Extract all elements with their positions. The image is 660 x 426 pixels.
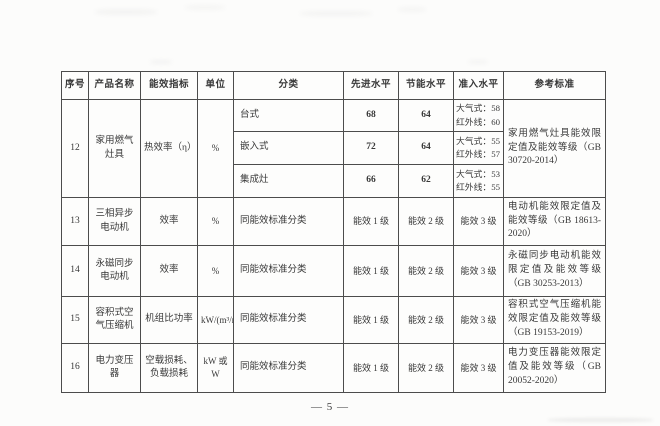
cell-category: 集成灶 [233, 164, 344, 198]
scan-artifact [300, 11, 372, 16]
cell-entry: 大气式：58 红外线：60 [453, 99, 504, 132]
cell-category: 同能效标准分类 [233, 245, 344, 297]
cell-advanced: 66 [343, 164, 399, 198]
cell-category: 同能效标准分类 [233, 197, 344, 246]
cell-entry: 能效 3 级 [453, 296, 504, 344]
cell-seq: 15 [61, 296, 89, 344]
cell-product: 电力变压器 [88, 343, 141, 393]
cell-category: 同能效标准分类 [233, 343, 344, 393]
cell-indicator: 机组比功率 [140, 296, 198, 344]
cell-seq: 14 [61, 245, 89, 297]
cell-entry: 能效 3 级 [453, 343, 504, 393]
cell-category: 嵌入式 [233, 131, 344, 165]
table-header-row: 序号 产品名称 能效指标 单位 分类 先进水平 节能水平 准入水平 参考标准 [61, 71, 606, 100]
cell-unit: kW 或 W [197, 343, 234, 393]
cell-entry: 能效 3 级 [453, 197, 504, 246]
cell-product: 容积式空气压缩机 [88, 296, 141, 344]
scan-artifact [150, 60, 172, 64]
scan-artifact [468, 60, 488, 64]
cell-indicator: 效率 [140, 197, 198, 246]
cell-advanced: 68 [343, 99, 399, 132]
cell-saving: 能效 2 级 [398, 296, 454, 344]
scan-artifact [398, 7, 426, 12]
scan-artifact [185, 5, 225, 10]
scan-artifact [548, 418, 653, 422]
col-header-saving: 节能水平 [398, 71, 454, 100]
table-row: 12 家用燃气灶具 热效率（η） % 台式 68 64 大气式：58 红外线：6… [61, 99, 606, 198]
cell-advanced: 能效 1 级 [343, 245, 399, 297]
cell-seq: 16 [61, 343, 89, 393]
page-number: — 5 — [311, 401, 349, 413]
table-row: 14 永磁同步电动机 效率 % 同能效标准分类 能效 1 级 能效 2 级 能效… [61, 245, 606, 297]
cell-saving: 能效 2 级 [398, 197, 454, 246]
table-row: 13 三相异步电动机 效率 % 同能效标准分类 能效 1 级 能效 2 级 能效… [61, 197, 606, 246]
cell-seq: 12 [61, 99, 89, 198]
cell-saving: 62 [398, 164, 454, 198]
cell-unit: % [197, 245, 234, 297]
cell-product: 家用燃气灶具 [88, 99, 141, 198]
col-header-entry: 准入水平 [453, 71, 504, 100]
cell-saving: 能效 2 级 [398, 245, 454, 297]
col-header-advanced: 先进水平 [343, 71, 399, 100]
col-header-category: 分类 [233, 71, 344, 100]
cell-indicator: 热效率（η） [140, 99, 198, 198]
cell-standard: 电动机能效限定值及能效等级（GB 18613-2020） [503, 197, 606, 246]
cell-indicator: 空载损耗、负载损耗 [140, 343, 198, 393]
cell-entry: 大气式：55 红外线：57 [453, 131, 504, 165]
col-header-product: 产品名称 [88, 71, 141, 100]
cell-unit: kW/(m³/min) [197, 296, 234, 344]
cell-advanced: 能效 1 级 [343, 197, 399, 246]
cell-advanced: 能效 1 级 [343, 296, 399, 344]
cell-advanced: 能效 1 级 [343, 343, 399, 393]
cell-indicator: 效率 [140, 245, 198, 297]
cell-saving: 能效 2 级 [398, 343, 454, 393]
cell-unit: % [197, 197, 234, 246]
cell-saving: 64 [398, 131, 454, 165]
cell-product: 三相异步电动机 [88, 197, 141, 246]
scan-artifact [95, 9, 157, 15]
col-header-seq: 序号 [61, 71, 89, 100]
col-header-standard: 参考标准 [503, 71, 606, 100]
cell-standard: 电力变压器能效限定值及能效等级（GB 20052-2020） [503, 343, 606, 393]
table-row: 嵌入式 72 64 大气式：55 红外线：57 [62, 131, 606, 165]
cell-entry: 大气式：53 红外线：55 [453, 164, 504, 198]
cell-category: 台式 [233, 99, 344, 132]
cell-unit: % [197, 99, 234, 198]
cell-advanced: 72 [343, 131, 399, 165]
table-row: 15 容积式空气压缩机 机组比功率 kW/(m³/min) 同能效标准分类 能效… [61, 296, 606, 344]
cell-entry: 能效 3 级 [453, 245, 504, 297]
cell-category: 同能效标准分类 [233, 296, 344, 344]
energy-efficiency-standards-table: 序号 产品名称 能效指标 单位 分类 先进水平 节能水平 准入水平 参考标准 1… [61, 71, 606, 393]
cell-product: 永磁同步电动机 [88, 245, 141, 297]
cell-standard: 容积式空气压缩机能效限定值及能效等级（GB 19153-2019） [503, 296, 606, 344]
cell-standard: 家用燃气灶具能效限定值及能效等级（GB 30720-2014） [503, 99, 606, 198]
cell-standard: 永磁同步电动机能效限定值及能效等级（GB 30253-2013） [503, 245, 606, 297]
col-header-indicator: 能效指标 [140, 71, 198, 100]
cell-saving: 64 [398, 99, 454, 132]
col-header-unit: 单位 [197, 71, 234, 100]
cell-seq: 13 [61, 197, 89, 246]
table-row: 16 电力变压器 空载损耗、负载损耗 kW 或 W 同能效标准分类 能效 1 级… [61, 343, 606, 393]
